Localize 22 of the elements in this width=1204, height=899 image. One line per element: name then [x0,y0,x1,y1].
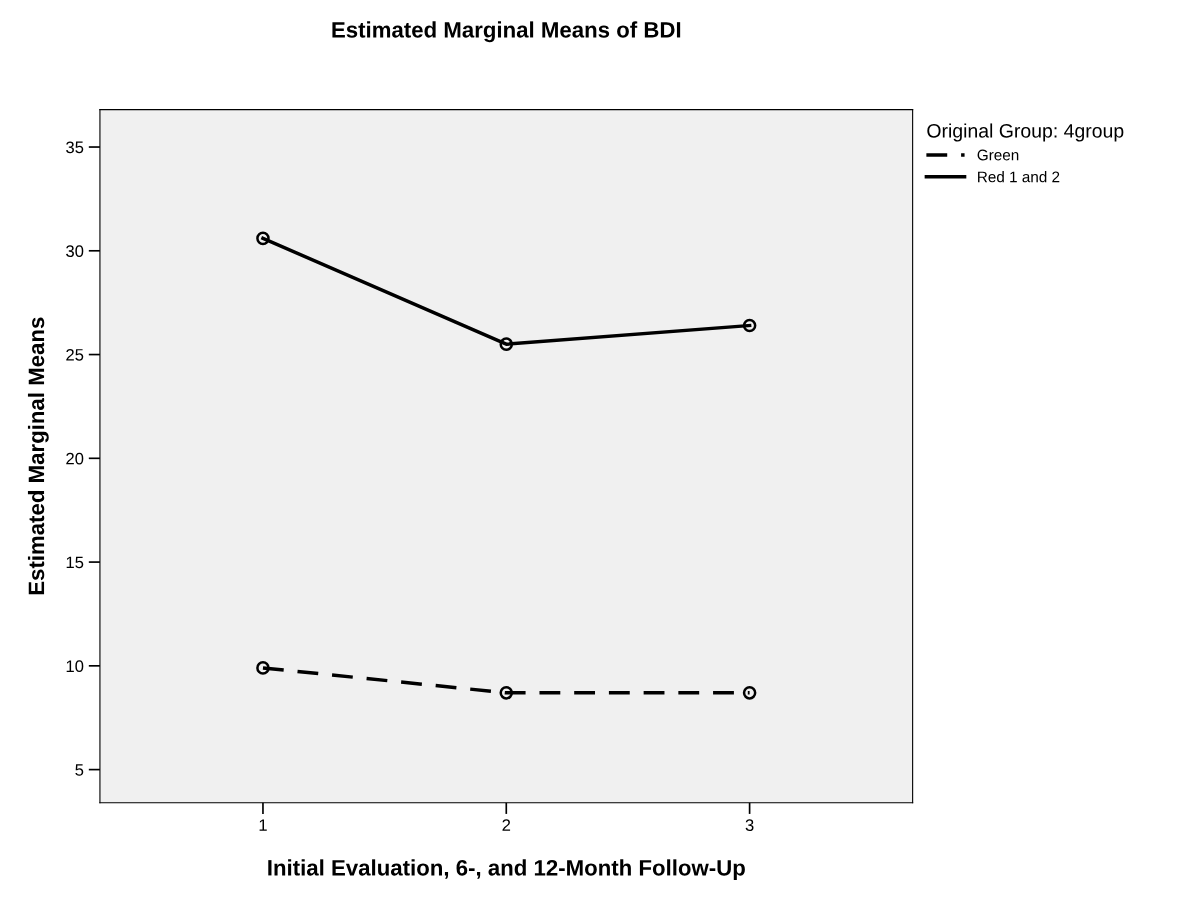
point [742,318,757,333]
y-tick-label: 35 [66,141,84,154]
y-tick-label: 5 [75,764,84,776]
y-tick-label: 30 [66,245,84,257]
y-tick-label: 20 [66,452,84,465]
y-tick-label: 25 [66,348,84,361]
point [499,686,514,700]
x-tick-label: 1 [259,819,267,831]
x-tick-label: 2 [502,819,511,831]
point [256,231,270,246]
y-tick-label: 15 [66,556,84,569]
legend-label: Green [977,149,1019,161]
legend-label: Red 1 and 2 [978,171,1060,183]
x-axis-title: Initial Evaluation, 6-, and 12-Month Follow-Up [268,859,745,881]
x-tick-label: 3 [745,819,754,832]
y-tick-label: 10 [66,660,84,673]
y-axis-title: Estimated Marginal Means [27,317,49,595]
point [256,661,270,675]
chart-title: Estimated Marginal Means of BDI [332,21,681,43]
point [742,686,757,700]
point [499,337,514,351]
legend-title: Original Group: 4group [927,123,1124,142]
